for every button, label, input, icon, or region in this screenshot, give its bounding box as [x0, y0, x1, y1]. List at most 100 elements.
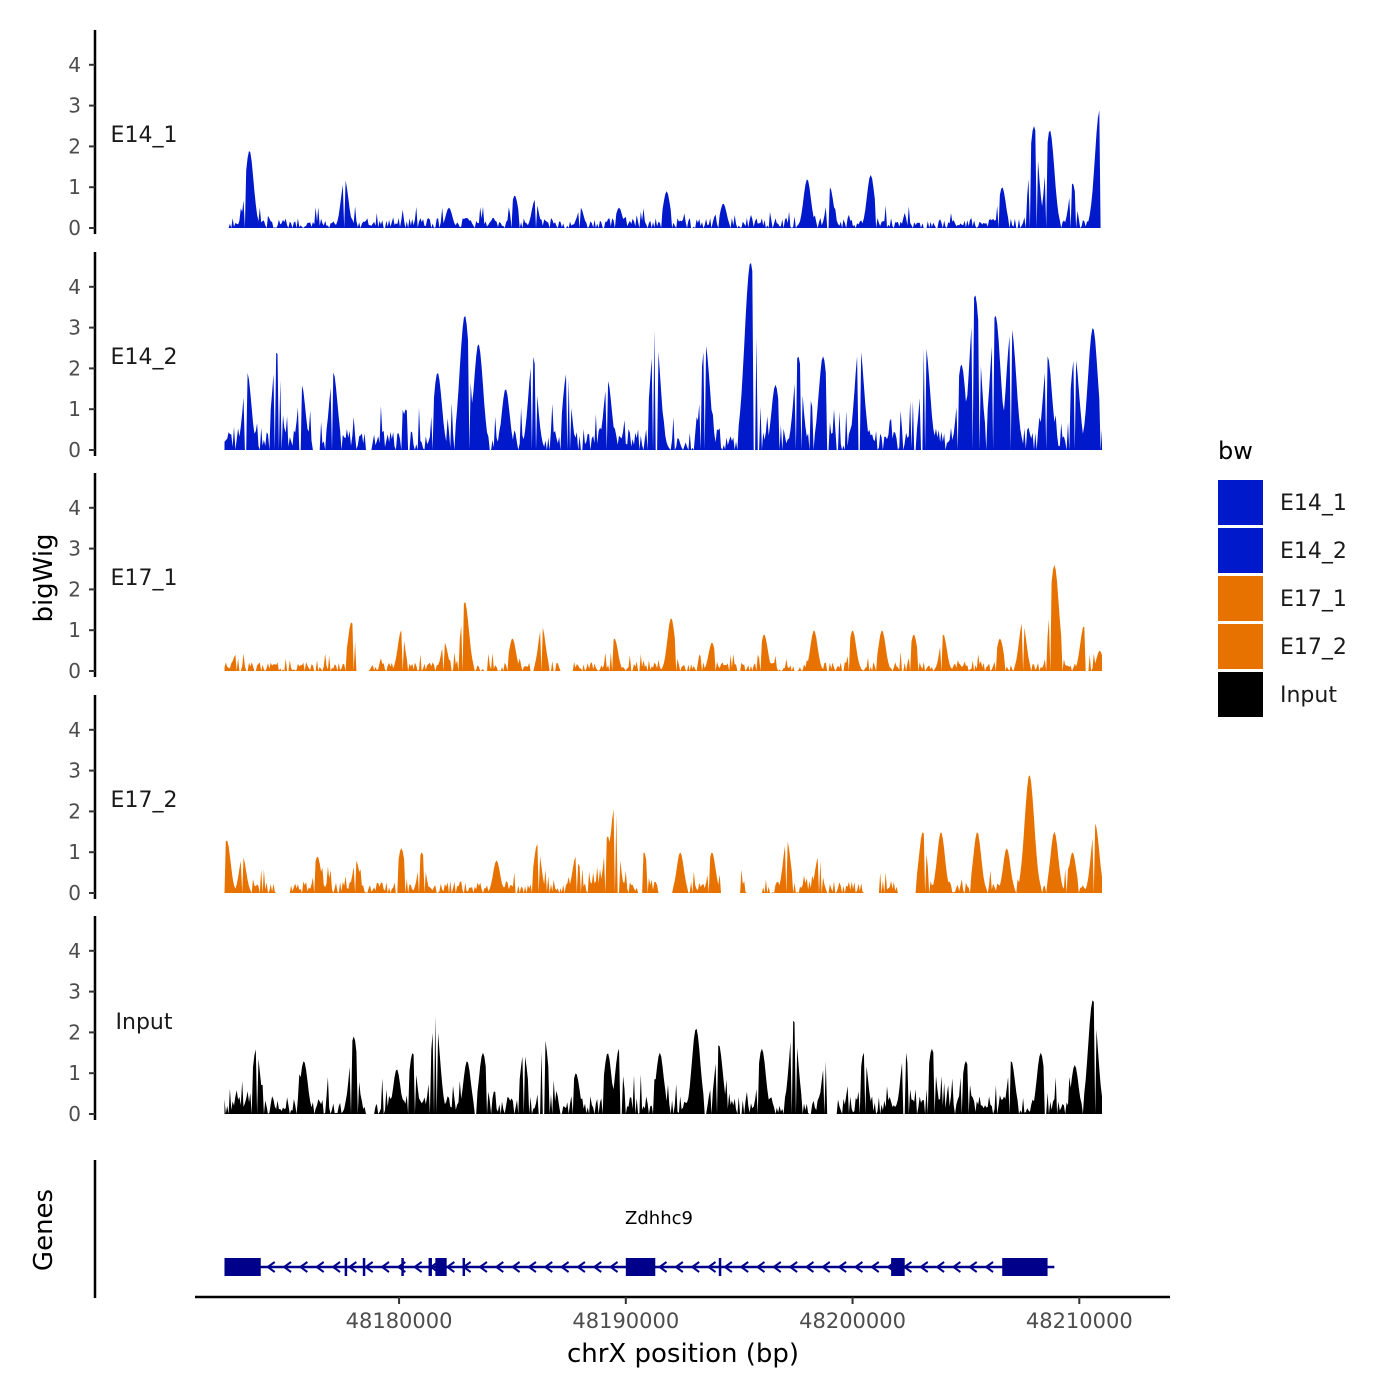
strand-arrow-icon [608, 1261, 619, 1273]
y-tick-label: 3 [68, 537, 81, 561]
legend-label: E17_1 [1280, 587, 1347, 612]
x-tick-label: 48180000 [346, 1309, 453, 1333]
strand-arrow-icon [951, 1261, 961, 1273]
y-tick-label: 1 [68, 1061, 81, 1085]
y-tick-label: 3 [68, 980, 81, 1004]
strand-arrow-icon [804, 1261, 815, 1273]
legend-swatch [1218, 576, 1263, 621]
y-tick-label: 0 [68, 659, 81, 683]
genes-track: Zdhhc9 [93, 1160, 1055, 1298]
y-tick-label: 3 [68, 94, 81, 118]
y-tick-label: 1 [68, 618, 81, 642]
gene-exon [344, 1258, 348, 1276]
track-label: E14_2 [111, 345, 178, 370]
track-e14-1: 0 1 2 3 4 E14_1 [68, 30, 1102, 240]
legend-label: E17_2 [1280, 635, 1347, 660]
legend-label: Input [1280, 683, 1337, 708]
strand-arrow-icon [853, 1261, 864, 1273]
legend-title: bw [1218, 437, 1253, 465]
strand-arrow-icon [592, 1261, 602, 1273]
y-tick-label: 4 [68, 718, 81, 742]
track-input: 0 1 2 3 4 Input [68, 916, 1102, 1126]
genes-track-title: Genes [29, 1189, 59, 1271]
y-tick-label: 2 [68, 134, 81, 158]
y-tick-label: 0 [68, 438, 81, 462]
strand-arrow-icon [657, 1261, 668, 1273]
strand-arrow-icon [266, 1261, 276, 1273]
y-tick-label: 0 [68, 881, 81, 905]
signal-area [224, 110, 1102, 228]
y-tick-label: 1 [68, 397, 81, 421]
strand-arrow-icon [331, 1261, 341, 1273]
strand-arrow-icon [543, 1261, 553, 1273]
signal-area [224, 564, 1102, 671]
y-axis-label: bigWig [29, 533, 59, 622]
gene-exon [401, 1258, 404, 1276]
legend-label: E14_2 [1280, 539, 1347, 564]
y-tick-label: 1 [68, 175, 81, 199]
track-e14-2: 0 1 2 3 4 E14_2 [68, 252, 1102, 462]
strand-arrow-icon [314, 1261, 325, 1273]
strand-arrow-icon [690, 1261, 700, 1273]
strand-arrow-icon [494, 1261, 504, 1273]
track-e17-1: 0 1 2 3 4 E17_1 [68, 473, 1102, 683]
track-e17-2: 0 1 2 3 4 E17_2 [68, 695, 1102, 905]
strand-arrow-icon [576, 1261, 586, 1273]
strand-arrow-icon [478, 1261, 488, 1273]
y-tick-label: 0 [68, 1102, 81, 1126]
strand-arrow-icon [527, 1261, 537, 1273]
y-tick-label: 4 [68, 939, 81, 963]
strand-arrow-icon [706, 1261, 717, 1273]
strand-arrow-icon [968, 1261, 978, 1273]
y-tick-label: 1 [68, 840, 81, 864]
strand-arrow-icon [559, 1261, 570, 1273]
strand-arrow-icon [298, 1261, 308, 1273]
strand-arrow-icon [363, 1261, 374, 1273]
legend-swatch [1218, 480, 1263, 525]
gene-exon [362, 1258, 366, 1276]
track-label: E17_2 [111, 788, 178, 813]
gene-name-label: Zdhhc9 [625, 1208, 693, 1229]
strand-arrow-icon [739, 1261, 749, 1273]
strand-arrow-icon [788, 1261, 798, 1273]
x-tick-label: 48200000 [799, 1309, 906, 1333]
strand-arrow-icon [837, 1261, 847, 1273]
strand-arrow-icon [674, 1261, 684, 1273]
strand-arrow-icon [821, 1261, 831, 1273]
x-tick-label: 48210000 [1026, 1309, 1133, 1333]
y-tick-label: 4 [68, 53, 81, 77]
gene-exon [428, 1258, 432, 1276]
y-tick-label: 4 [68, 496, 81, 520]
strand-arrow-icon [919, 1261, 929, 1273]
strand-arrow-icon [935, 1261, 945, 1273]
legend-swatch [1218, 528, 1263, 573]
x-axis-label: chrX position (bp) [567, 1339, 799, 1369]
signal-area [224, 775, 1102, 893]
x-tick-label: 48190000 [572, 1309, 679, 1333]
strand-arrow-icon [772, 1261, 782, 1273]
strand-arrow-icon [723, 1261, 733, 1273]
signal-tracks: 0 1 2 3 4 E14_1 0 1 2 3 4 E14_2 0 1 2 3 4 E17_1 0 1 2 3 4 E17_2… [68, 30, 1102, 1126]
strand-arrow-icon [445, 1261, 455, 1273]
y-tick-label: 3 [68, 316, 81, 340]
strand-arrow-icon [412, 1261, 423, 1273]
gene-exon [224, 1258, 261, 1276]
strand-arrow-icon [380, 1261, 390, 1273]
legend-swatch [1218, 672, 1263, 717]
legend-label: E14_1 [1280, 491, 1347, 516]
y-tick-label: 0 [68, 216, 81, 240]
y-tick-label: 2 [68, 1020, 81, 1044]
strand-arrow-icon [870, 1261, 880, 1273]
gene-exon [891, 1258, 905, 1276]
signal-area [224, 262, 1102, 450]
track-label: E17_1 [111, 566, 178, 591]
y-tick-label: 2 [68, 356, 81, 380]
y-tick-label: 2 [68, 799, 81, 823]
strand-arrow-icon [347, 1261, 357, 1273]
track-label: Input [116, 1010, 173, 1035]
gene-exon [718, 1258, 722, 1276]
gene-exon [625, 1258, 656, 1276]
gene-exon [462, 1258, 466, 1276]
y-tick-label: 3 [68, 759, 81, 783]
